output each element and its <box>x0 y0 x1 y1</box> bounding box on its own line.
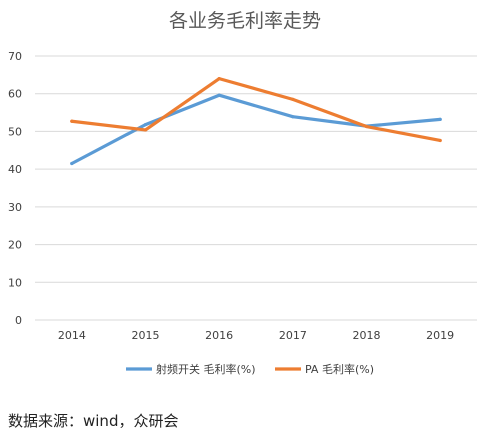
source-note: 数据来源：wind，众研会 <box>8 412 179 430</box>
chart-title: 各业务毛利率走势 <box>169 10 321 32</box>
series-line-0 <box>70 93 442 166</box>
series-line-1 <box>70 77 442 143</box>
data-point <box>291 97 295 101</box>
gridlines <box>35 55 477 321</box>
data-point <box>143 128 148 132</box>
x-tick-label: 2015 <box>132 329 160 342</box>
y-tick-label: 10 <box>8 276 22 289</box>
x-tick-label: 2019 <box>426 329 454 342</box>
legend: 射频开关 毛利率(%) PA 毛利率(%) <box>126 362 374 376</box>
x-axis-tick-labels: 2014 2015 2016 2017 2018 2019 <box>58 329 454 342</box>
data-point <box>143 123 148 127</box>
x-tick-label: 2017 <box>279 329 307 342</box>
legend-label-1: PA 毛利率(%) <box>305 362 374 376</box>
x-tick-label: 2014 <box>58 329 86 342</box>
x-tick-label: 2018 <box>353 329 381 342</box>
data-point <box>438 117 442 121</box>
y-tick-label: 70 <box>8 50 22 63</box>
y-tick-label: 30 <box>8 201 22 214</box>
data-point <box>217 77 221 81</box>
data-point <box>70 161 74 166</box>
y-tick-label: 0 <box>15 314 22 327</box>
data-point <box>70 119 74 123</box>
series-layer <box>70 77 442 166</box>
data-point <box>217 93 221 97</box>
data-point <box>291 115 295 119</box>
x-tick-label: 2016 <box>205 329 233 342</box>
data-point <box>438 138 442 143</box>
y-tick-label: 50 <box>8 125 22 138</box>
y-tick-label: 20 <box>8 239 22 252</box>
y-tick-label: 40 <box>8 163 22 176</box>
legend-label-0: 射频开关 毛利率(%) <box>156 362 256 376</box>
y-axis-tick-labels: 0 10 20 30 40 50 60 70 <box>8 50 22 327</box>
y-tick-label: 60 <box>8 88 22 101</box>
data-point <box>364 124 369 129</box>
